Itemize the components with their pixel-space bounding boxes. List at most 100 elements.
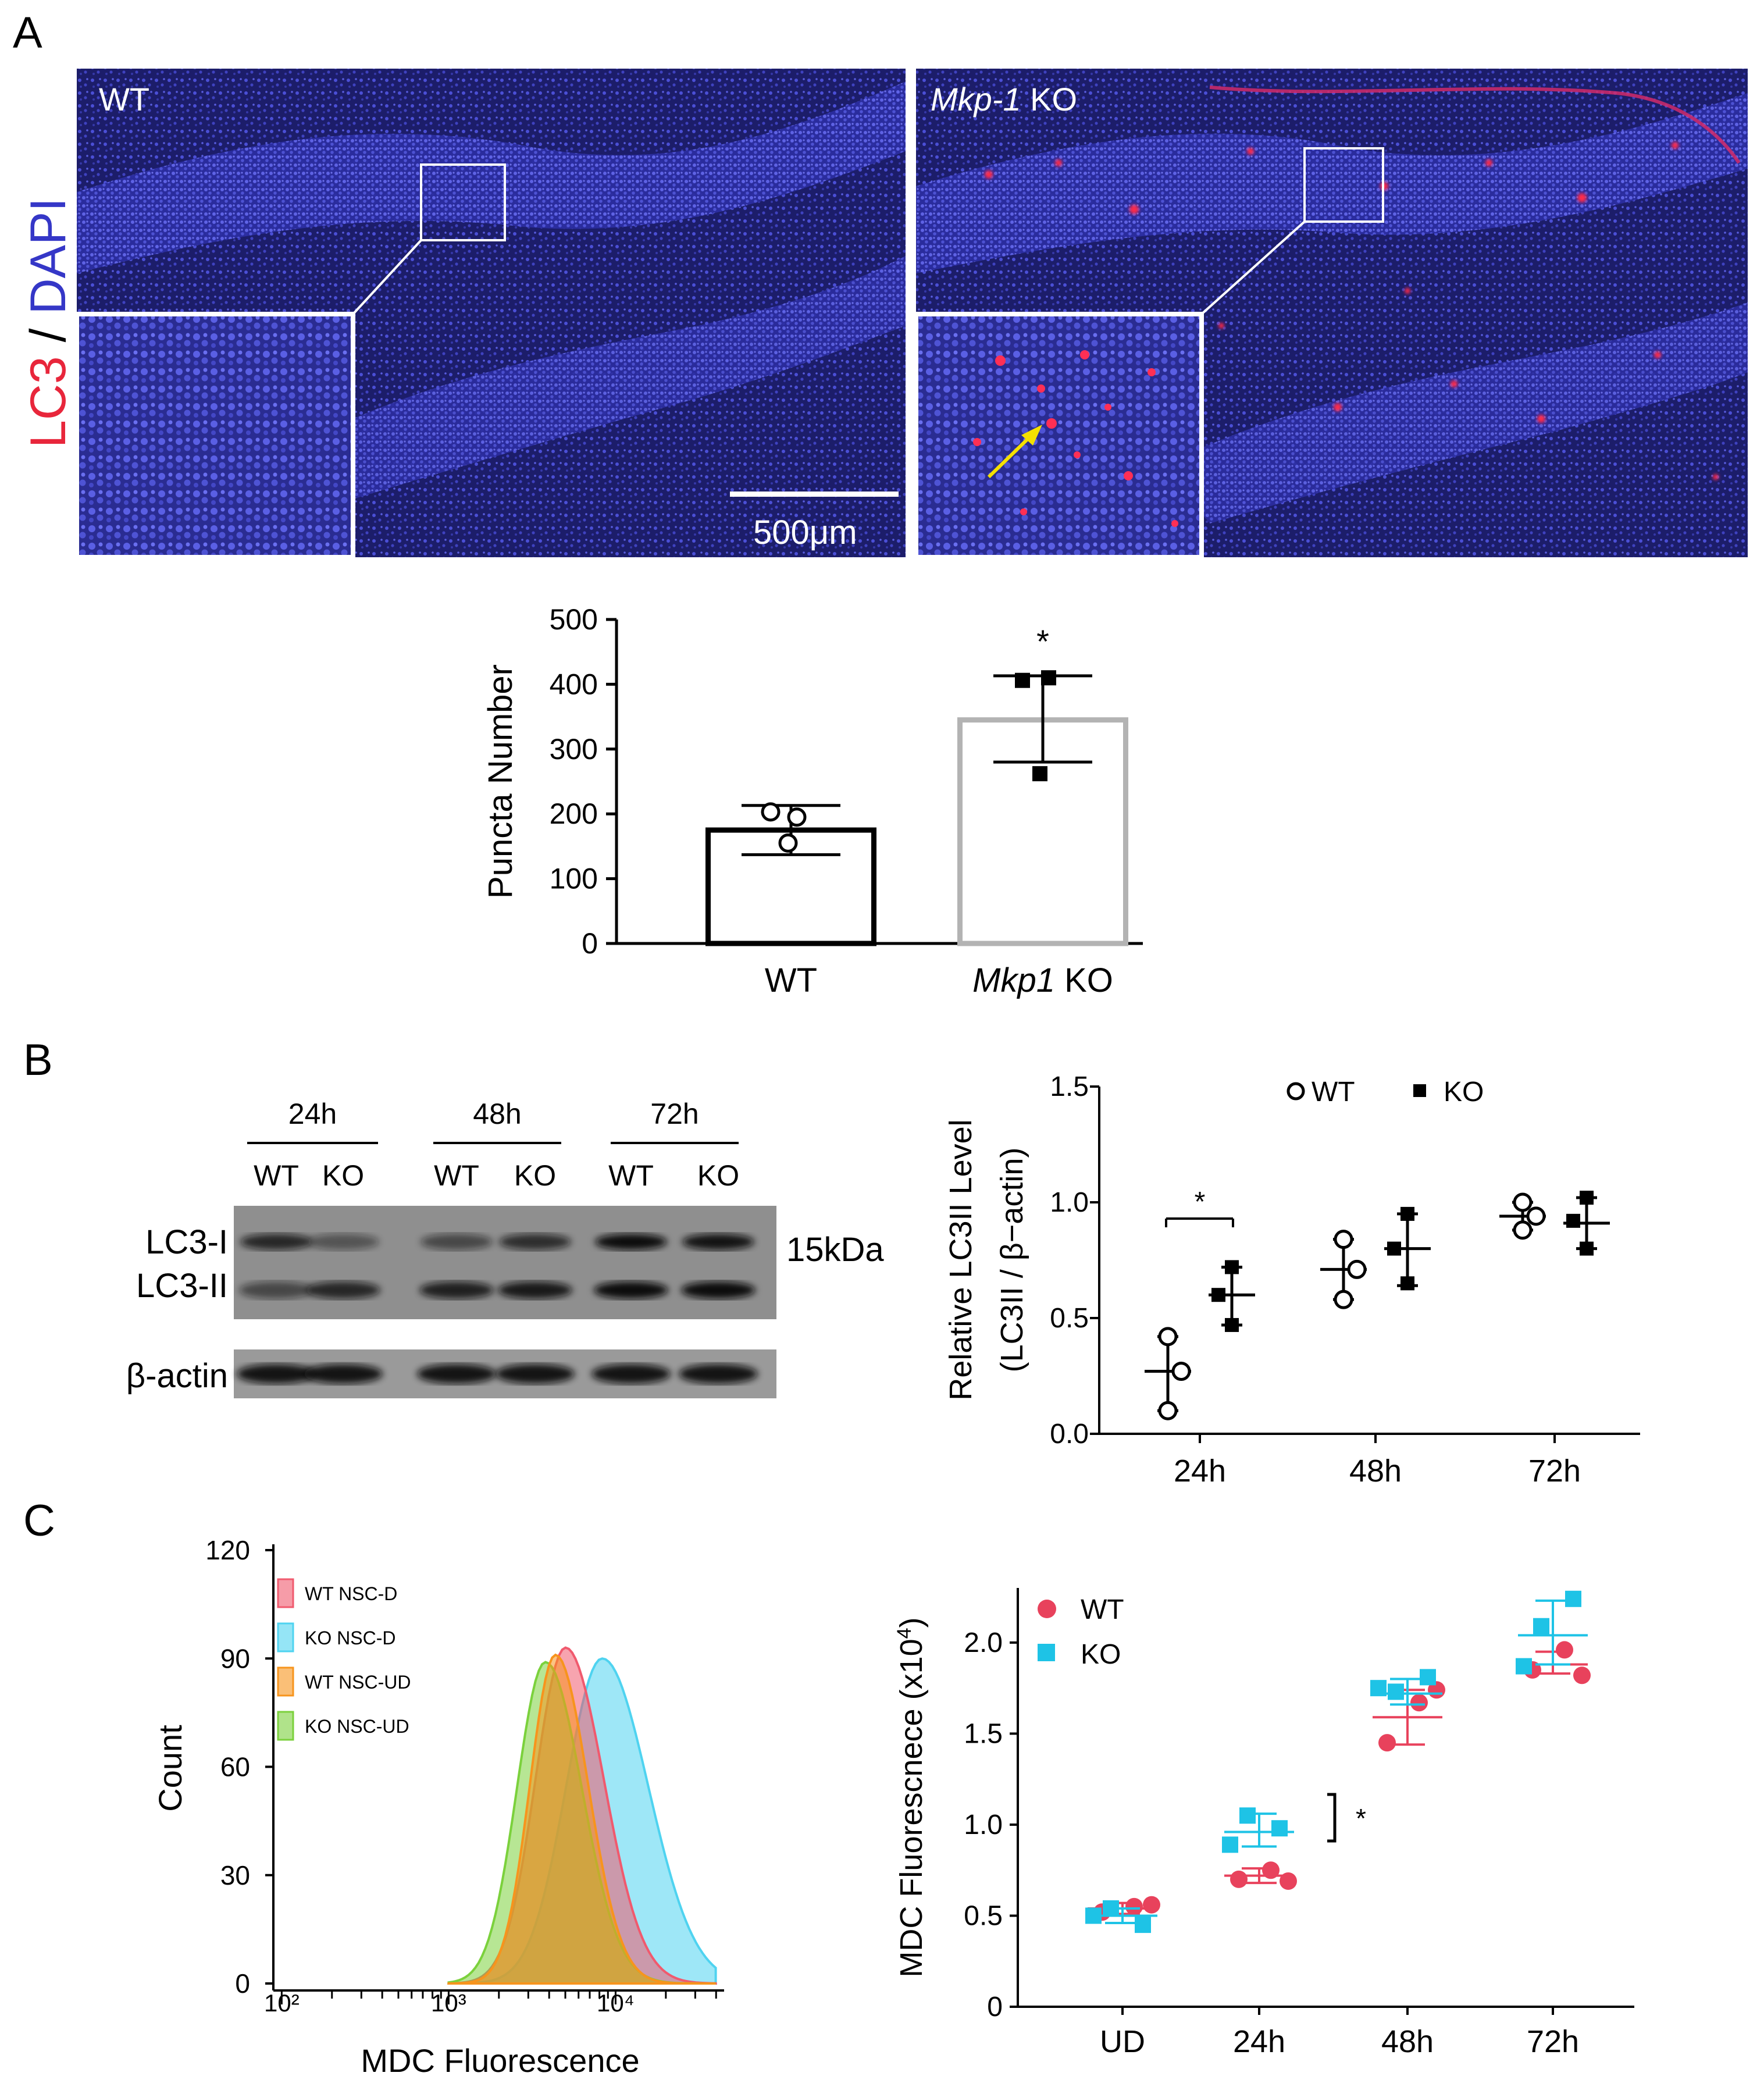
data-point-ko [1566, 1213, 1580, 1228]
micrograph-wt [74, 69, 906, 560]
y-axis-label: MDC Fluorescnece (x104) [893, 1617, 929, 1977]
data-point-wt [1410, 1694, 1428, 1712]
blot-size-marker: 15kDa [786, 1231, 884, 1269]
y-axis-label-text: MDC Fluorescnece (x10 [894, 1639, 929, 1977]
data-point-wt [1171, 1362, 1191, 1381]
data-point-wt [1334, 1290, 1353, 1309]
y-axis-label-line1: Relative LC3II Level [943, 1119, 978, 1400]
x-axis-label: MDC Fluorescence [361, 2042, 639, 2079]
data-point-ko [1211, 1288, 1225, 1302]
scale-bar-label: 500μm [753, 514, 857, 551]
band-beta-actin [679, 1364, 758, 1384]
data-point-wt [1262, 1861, 1280, 1879]
legend-label-wt: WT [1312, 1077, 1355, 1107]
y-axis-label-line2: (LC3II / β−actin) [995, 1148, 1029, 1373]
data-point-wt [1513, 1220, 1533, 1240]
timepoint-label: 72h [650, 1098, 699, 1130]
band-lc3-i [682, 1234, 754, 1250]
lane-label: KO [514, 1159, 556, 1192]
x-tick-label-italic: Mkp1 [972, 961, 1055, 999]
data-point [761, 802, 781, 822]
data-point-ko [1400, 1276, 1414, 1291]
data-point-ko [1400, 1206, 1414, 1221]
data-point-wt [1573, 1666, 1591, 1685]
data-point-wt [1158, 1327, 1178, 1347]
data-point-ko [1565, 1590, 1581, 1607]
band-lc3-i [420, 1234, 493, 1250]
legend-label: WT NSC-UD [305, 1672, 411, 1693]
band-lc3-ii [594, 1281, 668, 1299]
x-tick-label: 24h [1174, 1454, 1226, 1488]
x-tick-label: UD [1100, 2024, 1145, 2059]
y-tick-label: 300 [550, 733, 598, 765]
y-axis-label: Count [152, 1725, 188, 1812]
y-tick-label: 2.0 [964, 1628, 1003, 1658]
y-tick-label: 1.5 [1050, 1071, 1089, 1102]
y-axis-label-close: ) [894, 1617, 929, 1628]
y-tick-label: 0 [582, 927, 598, 960]
y-axis-label: Puncta Number [482, 664, 519, 899]
y-tick-label: 100 [550, 863, 598, 895]
chart-puncta-number: 0 100 200 300 400 500 Puncta Number WT Mkp1 KO * [482, 603, 1143, 999]
data-point [787, 807, 807, 827]
x-tick-label: 48h [1381, 2024, 1434, 2059]
band-beta-actin [496, 1364, 575, 1384]
x-tick-label: Mkp1 KO [972, 961, 1113, 999]
y-tick-label: 0 [987, 1992, 1003, 2022]
stain-side-label: LC3 / DAPI [20, 198, 76, 448]
data-point-ko [1103, 1900, 1119, 1917]
data-point-wt [1280, 1872, 1297, 1890]
data-point-wt [1158, 1401, 1178, 1420]
y-tick-label: 1.0 [1050, 1187, 1089, 1218]
legend-swatch [277, 1711, 294, 1741]
chart-lc3ii-level: 0.0 0.5 1.0 1.5 Relative LC3II Level (LC3II /… [943, 1071, 1640, 1488]
data-point-ko [1225, 1317, 1239, 1332]
data-point-wt [1230, 1870, 1248, 1888]
y-tick-label: 1.5 [964, 1718, 1003, 1749]
lane-label: KO [322, 1159, 364, 1192]
band-label-beta-actin: β-actin [126, 1357, 228, 1395]
band-lc3-i [595, 1234, 667, 1250]
panel-label-c: C [23, 1496, 55, 1545]
western-blot: WT KO WT KO WT KO 24h 48h 72h [234, 1098, 776, 1398]
y-tick-label: 0.0 [1050, 1419, 1089, 1450]
band-beta-actin [417, 1364, 496, 1384]
micrograph-wt-label: WT [99, 81, 149, 117]
data-point-ko [1370, 1680, 1387, 1697]
legend-label-ko: KO [1081, 1639, 1121, 1670]
legend-marker-ko [1413, 1084, 1426, 1097]
y-axis-label-sup: 4 [893, 1628, 915, 1639]
band-lc3-ii [419, 1281, 494, 1299]
band-beta-actin [237, 1364, 316, 1384]
data-point [1015, 672, 1030, 688]
chart-mdc-histogram: 0 30 60 90 120 10² 10³ 10⁴ MDC Fluorescence Count… [152, 1535, 724, 2079]
data-point [778, 833, 798, 853]
y-tick-label: 1.0 [964, 1810, 1003, 1840]
significance-marker: * [1036, 623, 1049, 660]
x-tick-label: 72h [1527, 2024, 1579, 2059]
band-beta-actin [591, 1364, 671, 1384]
x-tick-label: WT [765, 961, 817, 999]
legend-label: KO NSC-D [305, 1628, 395, 1648]
data-point-ko [1533, 1618, 1549, 1634]
histogram-curve [447, 1653, 716, 1985]
legend-label: WT NSC-D [305, 1583, 397, 1604]
x-tick-label-text: KO [1055, 961, 1113, 999]
legend-marker-wt [1287, 1082, 1305, 1101]
x-tick-label: 10² [264, 1989, 300, 2017]
data-point-wt [1347, 1259, 1367, 1279]
legend-swatch [277, 1666, 294, 1697]
x-tick-label-text: WT [765, 961, 817, 999]
band-label-lc3-i: LC3-I [145, 1223, 228, 1261]
micrograph-ko [914, 69, 1748, 560]
data-point-ko [1580, 1241, 1594, 1256]
y-tick-label: 30 [220, 1860, 250, 1890]
y-tick-label: 90 [220, 1643, 250, 1673]
band-beta-actin [304, 1364, 383, 1384]
data-point-ko [1387, 1241, 1401, 1256]
data-point-wt [1513, 1192, 1533, 1212]
x-tick-label: 48h [1349, 1454, 1402, 1488]
data-point-wt [1378, 1734, 1396, 1752]
panel-label-b: B [23, 1035, 53, 1085]
data-point-ko [1239, 1807, 1256, 1824]
